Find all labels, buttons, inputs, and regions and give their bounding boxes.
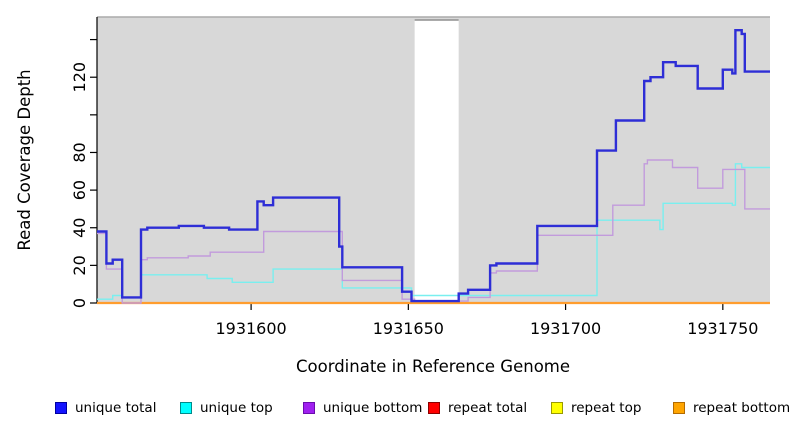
y-axis-tick-label: 60 [70,180,89,200]
x-axis-tick-label: 1931650 [373,319,444,338]
x-axis-tick-label: 1931750 [687,319,758,338]
x-axis-title: Coordinate in Reference Genome [296,357,570,376]
series-line-unique-bottom [97,159,770,304]
y-axis-title: Read Coverage Depth [15,69,34,250]
y-axis-tick-label: 120 [70,62,89,93]
x-axis-tick-label: 1931700 [530,319,601,338]
x-axis-tick-label: 1931600 [215,319,286,338]
y-axis-tick-label: 20 [70,255,89,275]
y-axis-tick-label: 0 [70,298,89,308]
coverage-gap-region [414,19,459,303]
y-axis-tick-label: 80 [70,142,89,162]
y-axis-tick-label: 40 [70,218,89,238]
series-line-unique-total [97,29,770,303]
